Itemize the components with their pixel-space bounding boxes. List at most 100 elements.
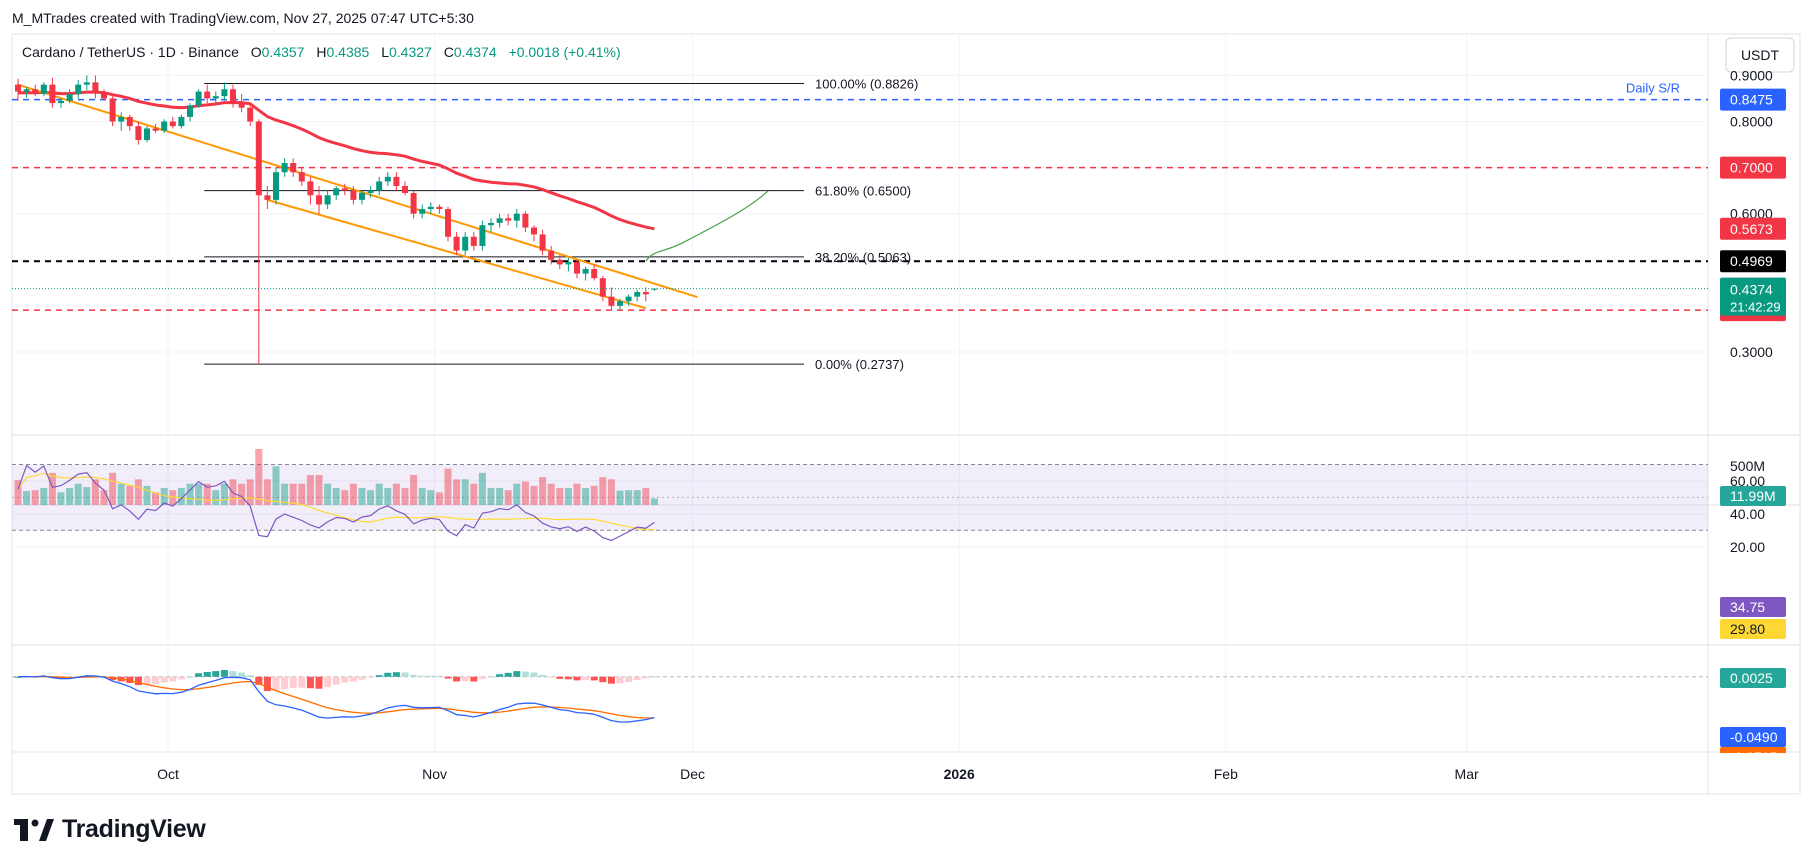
candle-body <box>384 176 391 182</box>
volume-bar <box>281 483 289 505</box>
macd-hist-bar <box>616 676 624 684</box>
volume-bar <box>332 488 340 505</box>
price-axis-badges: 0.84750.70000.56730.49690.39070.437421:4… <box>1709 88 1799 793</box>
time-tick-label: Oct <box>157 766 179 782</box>
level-badge-bg <box>1720 156 1786 179</box>
candle-body <box>23 89 30 92</box>
volume-bar <box>401 488 409 505</box>
candle-body <box>212 96 219 99</box>
macd-hist-bar <box>272 676 280 691</box>
volume-bar <box>478 472 486 505</box>
volume-bar <box>564 488 572 505</box>
macd-hist-bar <box>650 676 658 678</box>
macd-hist-bar <box>160 676 168 683</box>
level-badge-text: 0.4969 <box>1730 253 1773 269</box>
time-tick-label: Dec <box>680 766 705 782</box>
candle-body <box>617 301 623 306</box>
time-tick-label: 2026 <box>944 766 975 782</box>
candle-body <box>410 192 417 214</box>
macd-hist-bar <box>332 676 340 685</box>
fib-label: 38.20% (0.5063) <box>815 250 911 265</box>
price-tick-label: 0.8000 <box>1730 114 1773 130</box>
candle-body <box>152 128 159 131</box>
rsi-band <box>12 464 1708 531</box>
macd-line <box>17 675 655 723</box>
candle-body <box>204 91 211 99</box>
candle-body <box>144 128 150 140</box>
ema-line <box>17 90 655 231</box>
candle-body <box>264 195 271 200</box>
candle-body <box>436 206 443 210</box>
time-tick-label: Nov <box>422 766 447 782</box>
candle-body <box>324 195 331 205</box>
candle-body <box>15 84 21 92</box>
macd-hist-bar <box>547 676 555 678</box>
rsi-ma-badge-text: 29.80 <box>1730 621 1765 637</box>
volume-bar <box>23 491 31 505</box>
macd-hist-bar <box>358 676 366 680</box>
candle-body <box>556 259 563 265</box>
volume-bar <box>590 485 598 505</box>
volume-bar <box>289 483 297 505</box>
volume-bar <box>470 483 478 505</box>
volume-bar <box>392 483 400 505</box>
low-label: L <box>381 44 389 60</box>
candle-body <box>58 100 64 104</box>
volume-bar <box>324 483 332 505</box>
candle-body <box>187 105 193 117</box>
symbol-title: Cardano / TetherUS · 1D · Binance <box>22 44 239 60</box>
volume-bar <box>220 483 228 505</box>
currency-button[interactable]: USDT <box>1725 37 1795 73</box>
macd-hist-bar <box>504 672 512 677</box>
macd-hist-bar <box>401 672 409 677</box>
macd-hist-bar <box>298 676 306 688</box>
rsi-band-bounds <box>12 463 1708 531</box>
candle-body <box>531 227 537 235</box>
last-price-badge: 0.4374 21:42:29 <box>1720 277 1786 316</box>
candle-body <box>83 82 90 85</box>
price-tick-label: 0.3000 <box>1730 344 1773 360</box>
level-name: Daily S/R <box>1626 81 1680 96</box>
volume-bar <box>453 479 461 505</box>
price-tick-label: 0.9000 <box>1730 67 1773 83</box>
volume-bar <box>573 483 581 505</box>
last-price-badge-countdown: 21:42:29 <box>1730 300 1781 315</box>
macd-hist-bar <box>289 676 297 689</box>
candle-body <box>565 262 572 265</box>
candle-body <box>574 262 580 274</box>
volume-bar <box>109 472 117 505</box>
volume-bar <box>66 488 74 505</box>
macd-hist-bar <box>143 676 151 685</box>
candle-body <box>40 84 47 94</box>
candle-body <box>470 236 477 246</box>
level-badge-bg <box>1720 88 1786 111</box>
candle-body <box>135 126 142 140</box>
open-label: O <box>251 44 262 60</box>
macd-hist-bar <box>341 676 349 683</box>
macd-hist-bar <box>573 676 581 681</box>
candle-body <box>75 84 82 94</box>
level-badge: 0.8475 <box>1720 88 1786 111</box>
candle-body <box>273 172 279 200</box>
macd-hist-bar <box>444 676 452 679</box>
macd-hist-bar <box>625 676 633 683</box>
macd-hist-bar <box>556 676 564 679</box>
tradingview-logo[interactable]: TradingView <box>14 815 206 844</box>
candle-body <box>634 292 641 297</box>
candle-body <box>247 107 254 122</box>
candle-body <box>238 103 245 108</box>
macd-hist-bar <box>539 674 547 677</box>
macd-hist-bar <box>521 671 529 677</box>
macd-hist-badge-bg <box>1720 668 1786 688</box>
volume-badge-bg <box>1720 486 1786 506</box>
macd-hist-bar <box>453 676 461 682</box>
volume-bar <box>57 492 65 505</box>
candle-body <box>479 225 486 246</box>
macd-hist-bar <box>169 676 177 682</box>
candle-body <box>599 278 606 297</box>
volume-bar <box>487 488 495 505</box>
macd-hist-bar <box>203 671 211 677</box>
rsi-badge: 34.75 <box>1720 597 1786 617</box>
rsi-ma-badge: 29.80 <box>1720 619 1786 639</box>
